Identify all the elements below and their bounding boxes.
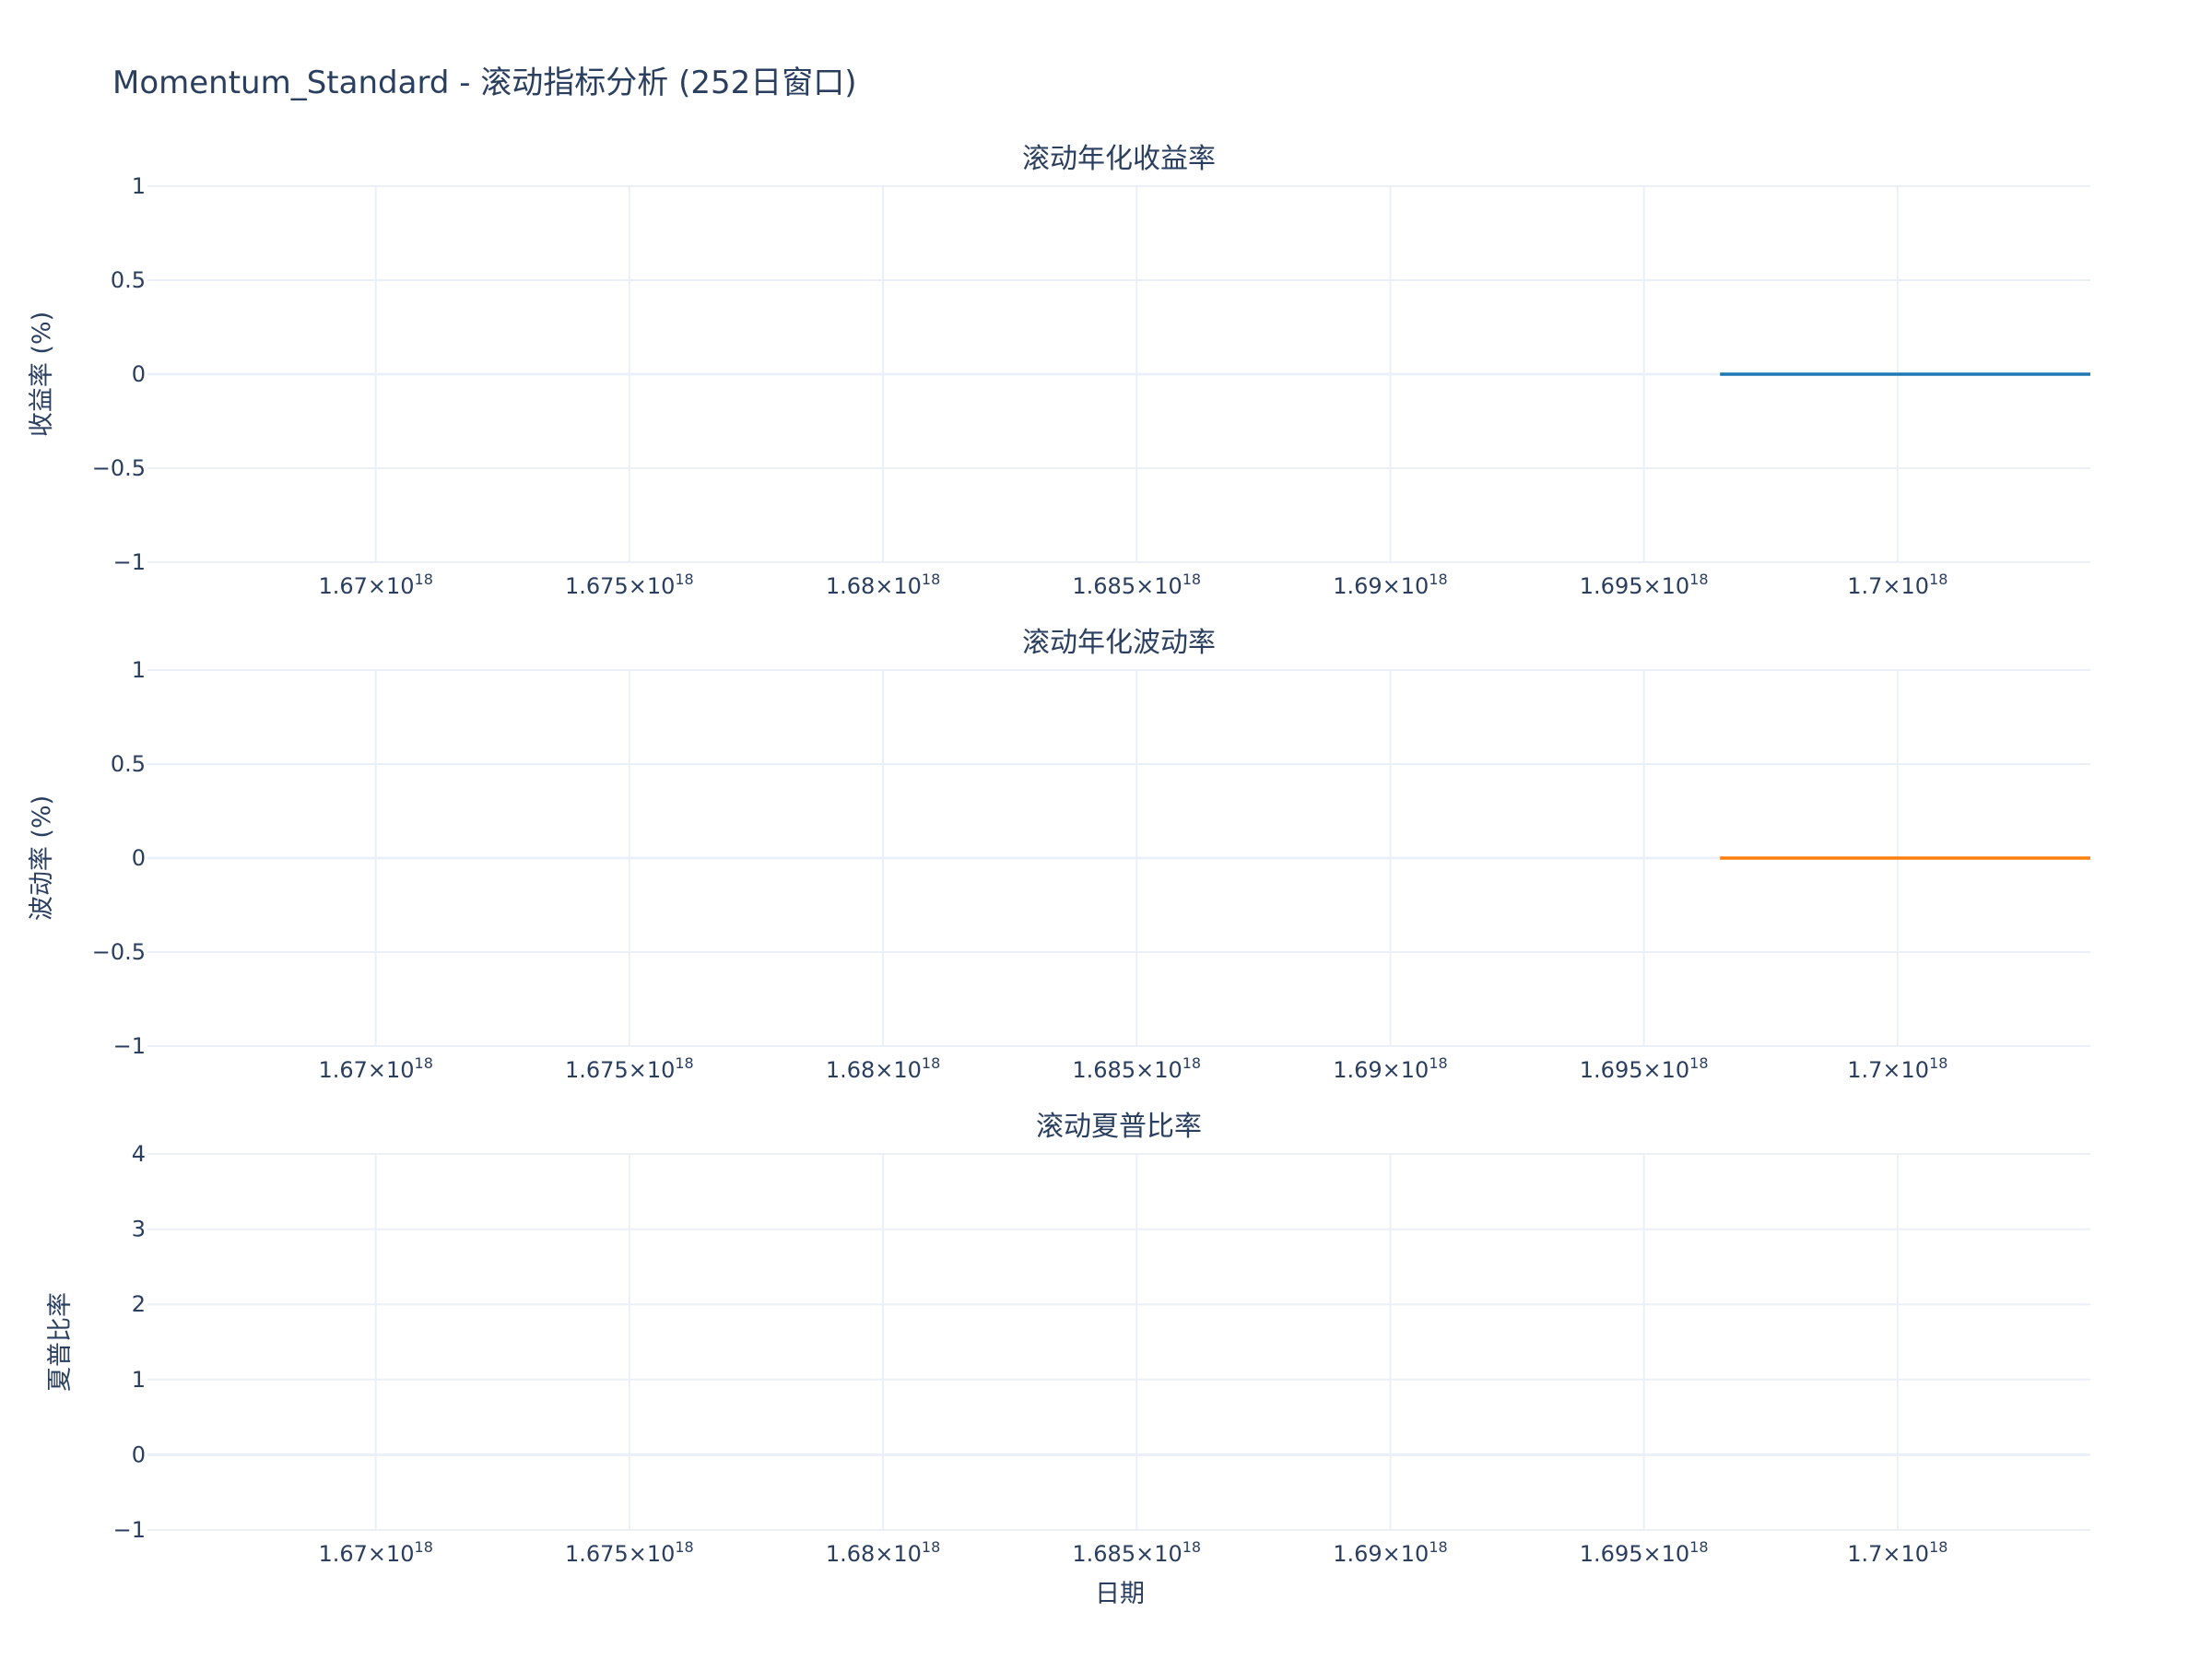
sharpe-x-tick-label: 1.7×1018 <box>1847 1538 1947 1567</box>
volatility-x-tick-label: 1.675×1018 <box>565 1054 694 1083</box>
volatility-y-tick-label: 0.5 <box>111 751 146 777</box>
returns-x-tick-label: 1.7×1018 <box>1847 571 1947 599</box>
volatility-x-tick-label: 1.685×1018 <box>1072 1054 1201 1083</box>
sharpe-y-tick-label: −1 <box>113 1517 146 1543</box>
volatility-x-tick-label: 1.7×1018 <box>1847 1054 1947 1083</box>
subplot-panels: 1 0.5 0 −0.5 −1 1.67×1018 1.675×1018 1.68×1018 1… <box>28 143 2090 1567</box>
sharpe-x-tick-label: 1.675×1018 <box>565 1538 694 1567</box>
volatility-y-axis-label: 波动率 (%) <box>28 795 56 921</box>
returns-x-tick-label: 1.68×1018 <box>826 571 940 599</box>
subplot-sharpe: 4 3 2 1 0 −1 1.67×1018 1.675×1018 1.68×1018 1.685… <box>46 1111 2090 1567</box>
returns-y-axis-label: 收益率 (%) <box>28 312 56 437</box>
x-axis-label: 日期 <box>1095 1580 1145 1608</box>
sharpe-y-tick-label: 0 <box>132 1441 146 1467</box>
returns-y-tick-label: −1 <box>113 549 146 575</box>
sharpe-y-tick-label: 4 <box>132 1141 146 1167</box>
volatility-x-tick-label: 1.67×1018 <box>318 1054 432 1083</box>
returns-y-tick-label: 0.5 <box>111 267 146 293</box>
sharpe-y-tick-label: 3 <box>132 1217 146 1242</box>
sharpe-x-tick-label: 1.69×1018 <box>1333 1538 1447 1567</box>
sharpe-y-axis-label: 夏普比率 <box>46 1292 75 1392</box>
volatility-subplot-title: 滚动年化波动率 <box>1022 627 1216 659</box>
sharpe-x-tick-label: 1.68×1018 <box>826 1538 940 1567</box>
volatility-y-tick-label: −0.5 <box>92 939 146 965</box>
sharpe-subplot-title: 滚动夏普比率 <box>1036 1111 1202 1143</box>
sharpe-y-tick-label: 1 <box>132 1367 146 1393</box>
returns-x-tick-label: 1.675×1018 <box>565 571 694 599</box>
chart-title: Momentum_Standard - 滚动指标分析 (252日窗口) <box>112 65 857 101</box>
volatility-y-tick-label: −1 <box>113 1033 146 1059</box>
volatility-x-tick-label: 1.69×1018 <box>1333 1054 1447 1083</box>
volatility-y-tick-label: 1 <box>132 657 146 683</box>
subplot-returns: 1 0.5 0 −0.5 −1 1.67×1018 1.675×1018 1.68×1018 1… <box>28 143 2090 599</box>
sharpe-x-tick-label: 1.685×1018 <box>1072 1538 1201 1567</box>
sharpe-x-tick-label: 1.695×1018 <box>1580 1538 1709 1567</box>
sharpe-y-tick-label: 2 <box>132 1291 146 1317</box>
sharpe-x-tick-label: 1.67×1018 <box>318 1538 432 1567</box>
returns-y-tick-label: 1 <box>132 173 146 199</box>
volatility-y-tick-label: 0 <box>132 845 146 871</box>
returns-x-tick-label: 1.695×1018 <box>1580 571 1709 599</box>
volatility-x-tick-label: 1.68×1018 <box>826 1054 940 1083</box>
returns-x-tick-label: 1.685×1018 <box>1072 571 1201 599</box>
returns-subplot-title: 滚动年化收益率 <box>1022 143 1216 175</box>
returns-x-tick-label: 1.67×1018 <box>318 571 432 599</box>
volatility-x-tick-label: 1.695×1018 <box>1580 1054 1709 1083</box>
returns-x-tick-label: 1.69×1018 <box>1333 571 1447 599</box>
returns-y-tick-label: 0 <box>132 361 146 387</box>
subplot-volatility: 1 0.5 0 −0.5 −1 1.67×1018 1.675×1018 1.68×1018 1… <box>28 627 2090 1083</box>
returns-y-tick-label: −0.5 <box>92 455 146 481</box>
